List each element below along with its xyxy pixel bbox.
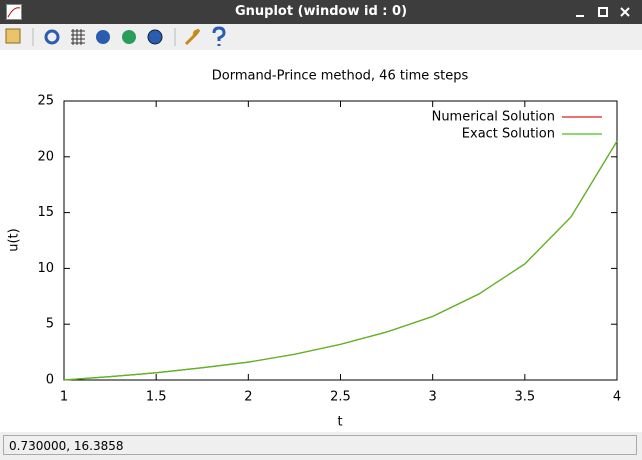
x-tick-label: 3.5 bbox=[514, 390, 535, 405]
x-tick-label: 2 bbox=[244, 390, 252, 405]
y-axis-label: u(t) bbox=[7, 228, 22, 251]
copy-button[interactable] bbox=[5, 28, 21, 44]
plot-frame bbox=[63, 100, 618, 381]
x-tick-label: 1.5 bbox=[146, 390, 167, 405]
x-tick-label: 4 bbox=[613, 390, 621, 405]
chart-title: Dormand-Prince method, 46 time steps bbox=[212, 69, 469, 84]
x-tick-label: 1 bbox=[60, 390, 68, 405]
chart: Dormand-Prince method, 46 time steps t u… bbox=[0, 50, 642, 432]
line bbox=[63, 140, 618, 381]
y-tick-label: 0 bbox=[46, 373, 54, 388]
status-bar: 0.730000, 16.3858 bbox=[3, 435, 637, 455]
x-tick-label: 3 bbox=[429, 390, 437, 405]
legend-label: Exact Solution bbox=[462, 127, 555, 142]
y-tick-label: 15 bbox=[37, 205, 54, 220]
toolbar bbox=[0, 24, 642, 50]
x-tick-label: 2.5 bbox=[330, 390, 351, 405]
config-button[interactable] bbox=[184, 28, 201, 46]
replot-button[interactable] bbox=[44, 29, 60, 45]
app-icon bbox=[6, 4, 22, 20]
window-title: Gnuplot (window id : 0) bbox=[234, 4, 408, 19]
grid-button[interactable] bbox=[71, 29, 85, 45]
title-bar: Gnuplot (window id : 0) bbox=[0, 0, 642, 24]
legend-label: Numerical Solution bbox=[432, 110, 555, 125]
status-area: 0.730000, 16.3858 bbox=[0, 432, 642, 460]
help-button[interactable] bbox=[212, 26, 226, 46]
y-tick-label: 10 bbox=[37, 261, 54, 276]
prev-zoom-button[interactable] bbox=[96, 30, 110, 44]
next-zoom-button[interactable] bbox=[122, 30, 136, 44]
y-tick-label: 5 bbox=[46, 317, 54, 332]
window-controls[interactable] bbox=[572, 4, 638, 20]
x-axis-label: t bbox=[337, 415, 342, 430]
y-tick-label: 25 bbox=[37, 94, 54, 109]
autoscale-button[interactable] bbox=[147, 29, 163, 45]
y-tick-label: 20 bbox=[37, 149, 54, 164]
